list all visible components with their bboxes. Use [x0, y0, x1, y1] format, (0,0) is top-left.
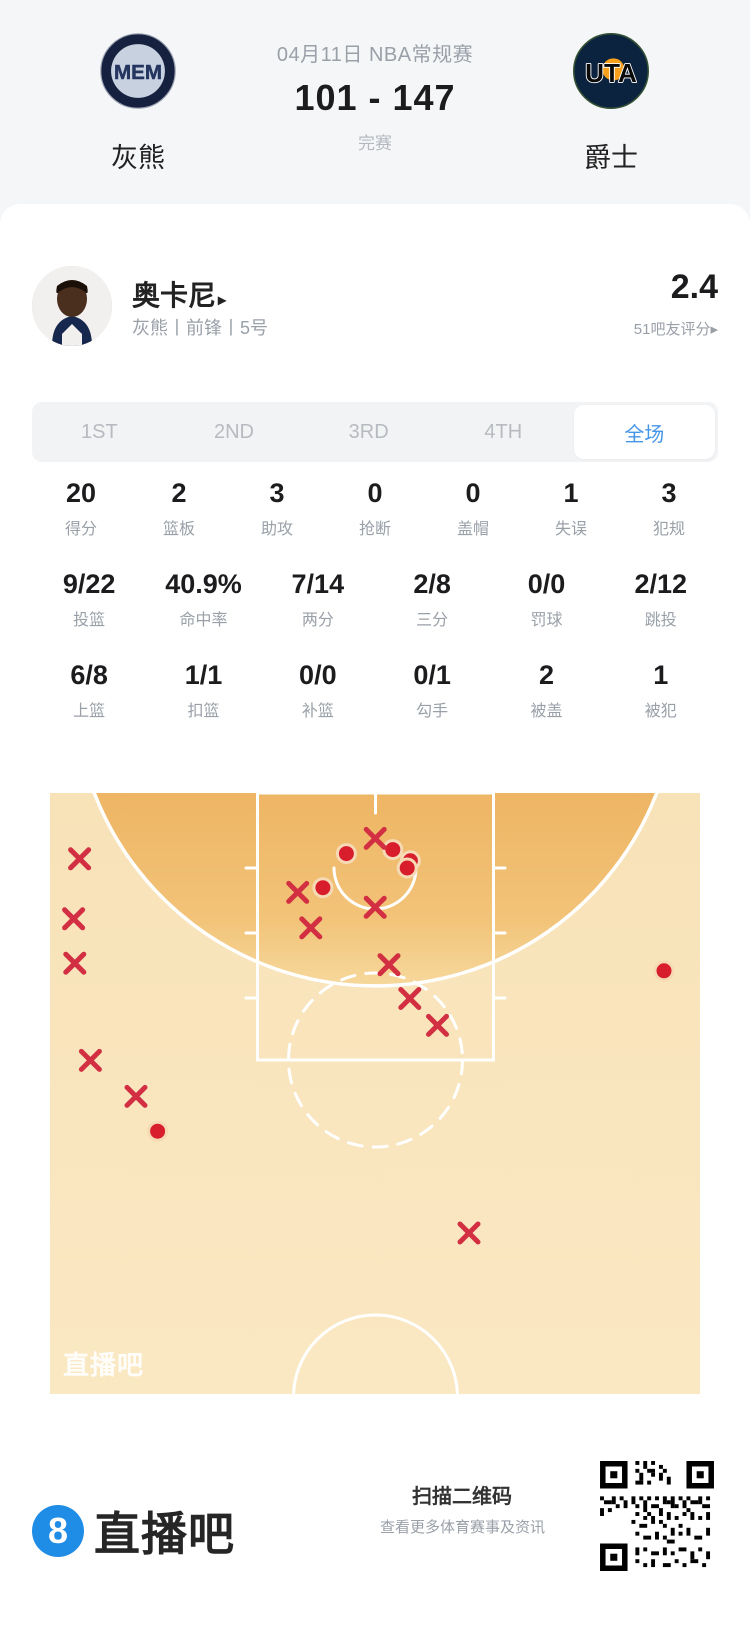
- svg-text:直播吧: 直播吧: [63, 1350, 144, 1380]
- svg-text:MEM: MEM: [114, 61, 162, 84]
- svg-text:UTA: UTA: [585, 58, 637, 88]
